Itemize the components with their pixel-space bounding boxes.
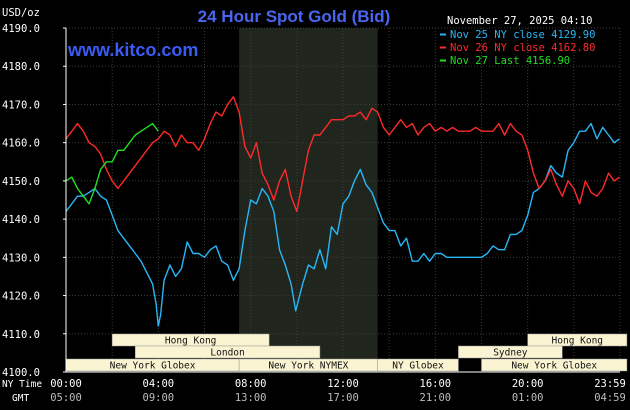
x-tick-ny: 23:59 [594, 378, 626, 390]
series-line [65, 122, 159, 205]
x-tick-gmt: 21:00 [420, 392, 452, 404]
y-tick-label: 4120.0 [2, 291, 40, 303]
axes [65, 28, 620, 373]
session-label: New York Globex [511, 361, 597, 372]
session-box [458, 345, 563, 359]
session-label: London [210, 348, 244, 359]
watermark: www.kitco.com [67, 40, 198, 60]
x-tick-gmt: 13:00 [235, 392, 267, 404]
y-tick-label: 4180.0 [2, 61, 40, 73]
session-label: New York NYMEX [268, 361, 348, 372]
y-tick-label: 4190.0 [2, 23, 40, 35]
x-tick-gmt: 04:59 [594, 392, 626, 404]
session-box [377, 358, 459, 372]
y-tick-label: 4140.0 [2, 214, 40, 226]
session-box [527, 333, 628, 347]
series-line [65, 96, 620, 213]
unit-label: USD/oz [2, 7, 40, 19]
y-tick-label: 4100.0 [2, 367, 40, 379]
nymex-session-band [239, 28, 378, 372]
x-tick-ny: 16:00 [420, 378, 452, 390]
x-tick-ny: 12:00 [327, 378, 359, 390]
gmt-row-label: GMT [12, 393, 29, 404]
session-box [481, 358, 628, 372]
y-tick-label: 4110.0 [2, 329, 40, 341]
session-label: Sydney [493, 348, 528, 359]
session-label: New York Globex [110, 361, 196, 372]
x-tick-ny: 00:00 [50, 378, 82, 390]
x-tick-ny: 20:00 [512, 378, 544, 390]
x-tick-gmt: 05:00 [50, 392, 82, 404]
y-tick-label: 4160.0 [2, 138, 40, 150]
session-label: NY Globex [392, 361, 444, 372]
legend-entry: Nov 26 NY close 4162.80 [450, 42, 595, 54]
x-tick-labels: 00:00 05:00 04:00 09:00 08:00 13:00 12:00 17:00… [50, 378, 626, 404]
session-label: Hong Kong [165, 336, 216, 347]
y-tick-labels: 4190.0 4180.0 4170.0 4160.0 4150.0 4140.0 4130… [2, 23, 66, 379]
legend-entry: Nov 25 NY close 4129.90 [450, 29, 595, 41]
x-tick-gmt: 09:00 [143, 392, 175, 404]
x-tick-ny: 04:00 [143, 378, 175, 390]
y-tick-label: 4130.0 [2, 252, 40, 264]
chart-title: 24 Hour Spot Gold (Bid) [198, 7, 391, 26]
session-box [135, 345, 321, 359]
date-label: November 27, 2025 04:10 [447, 15, 592, 27]
price-lines [65, 96, 620, 327]
ny-time-row-label: NY Time [2, 379, 42, 390]
x-tick-ny: 08:00 [235, 378, 267, 390]
grid [65, 27, 621, 373]
series-line [65, 122, 620, 327]
legend-entry: Nov 27 Last 4156.90 [450, 55, 570, 67]
session-label: Hong Kong [552, 336, 603, 347]
y-tick-label: 4150.0 [2, 176, 40, 188]
x-tick-gmt: 17:00 [327, 392, 359, 404]
x-tick-gmt: 01:00 [512, 392, 544, 404]
y-tick-label: 4170.0 [2, 99, 40, 111]
